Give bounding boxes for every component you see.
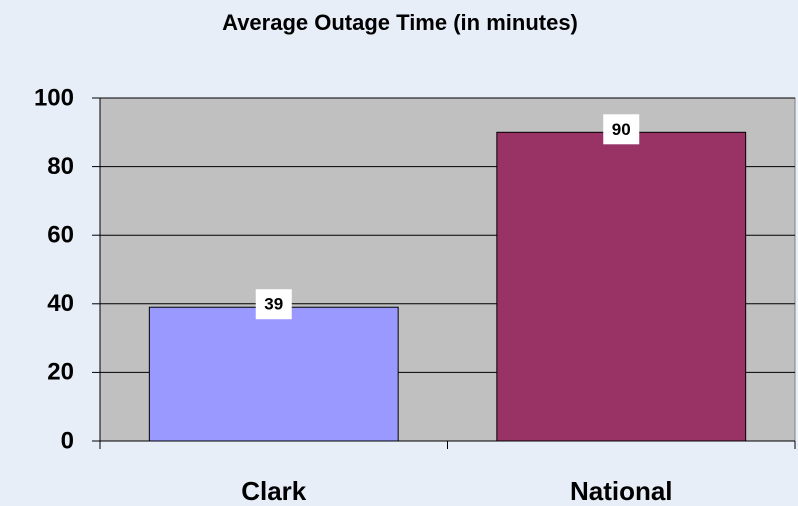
y-tick-label: 40 [47,290,74,317]
x-tick-label: Clark [241,476,307,506]
y-tick-label: 100 [34,84,74,111]
y-tick-label: 0 [61,427,74,454]
y-tick-label: 80 [47,153,74,180]
y-tick-label: 20 [47,359,74,386]
data-label-box [603,114,640,145]
data-label: 90 [612,120,631,139]
chart-title: Average Outage Time (in minutes) [222,10,578,35]
y-tick-label: 60 [47,222,74,249]
data-label: 39 [264,295,283,314]
bar [148,306,399,442]
x-tick-label: National [570,476,673,506]
bar [496,131,747,442]
data-label-box [255,289,292,320]
